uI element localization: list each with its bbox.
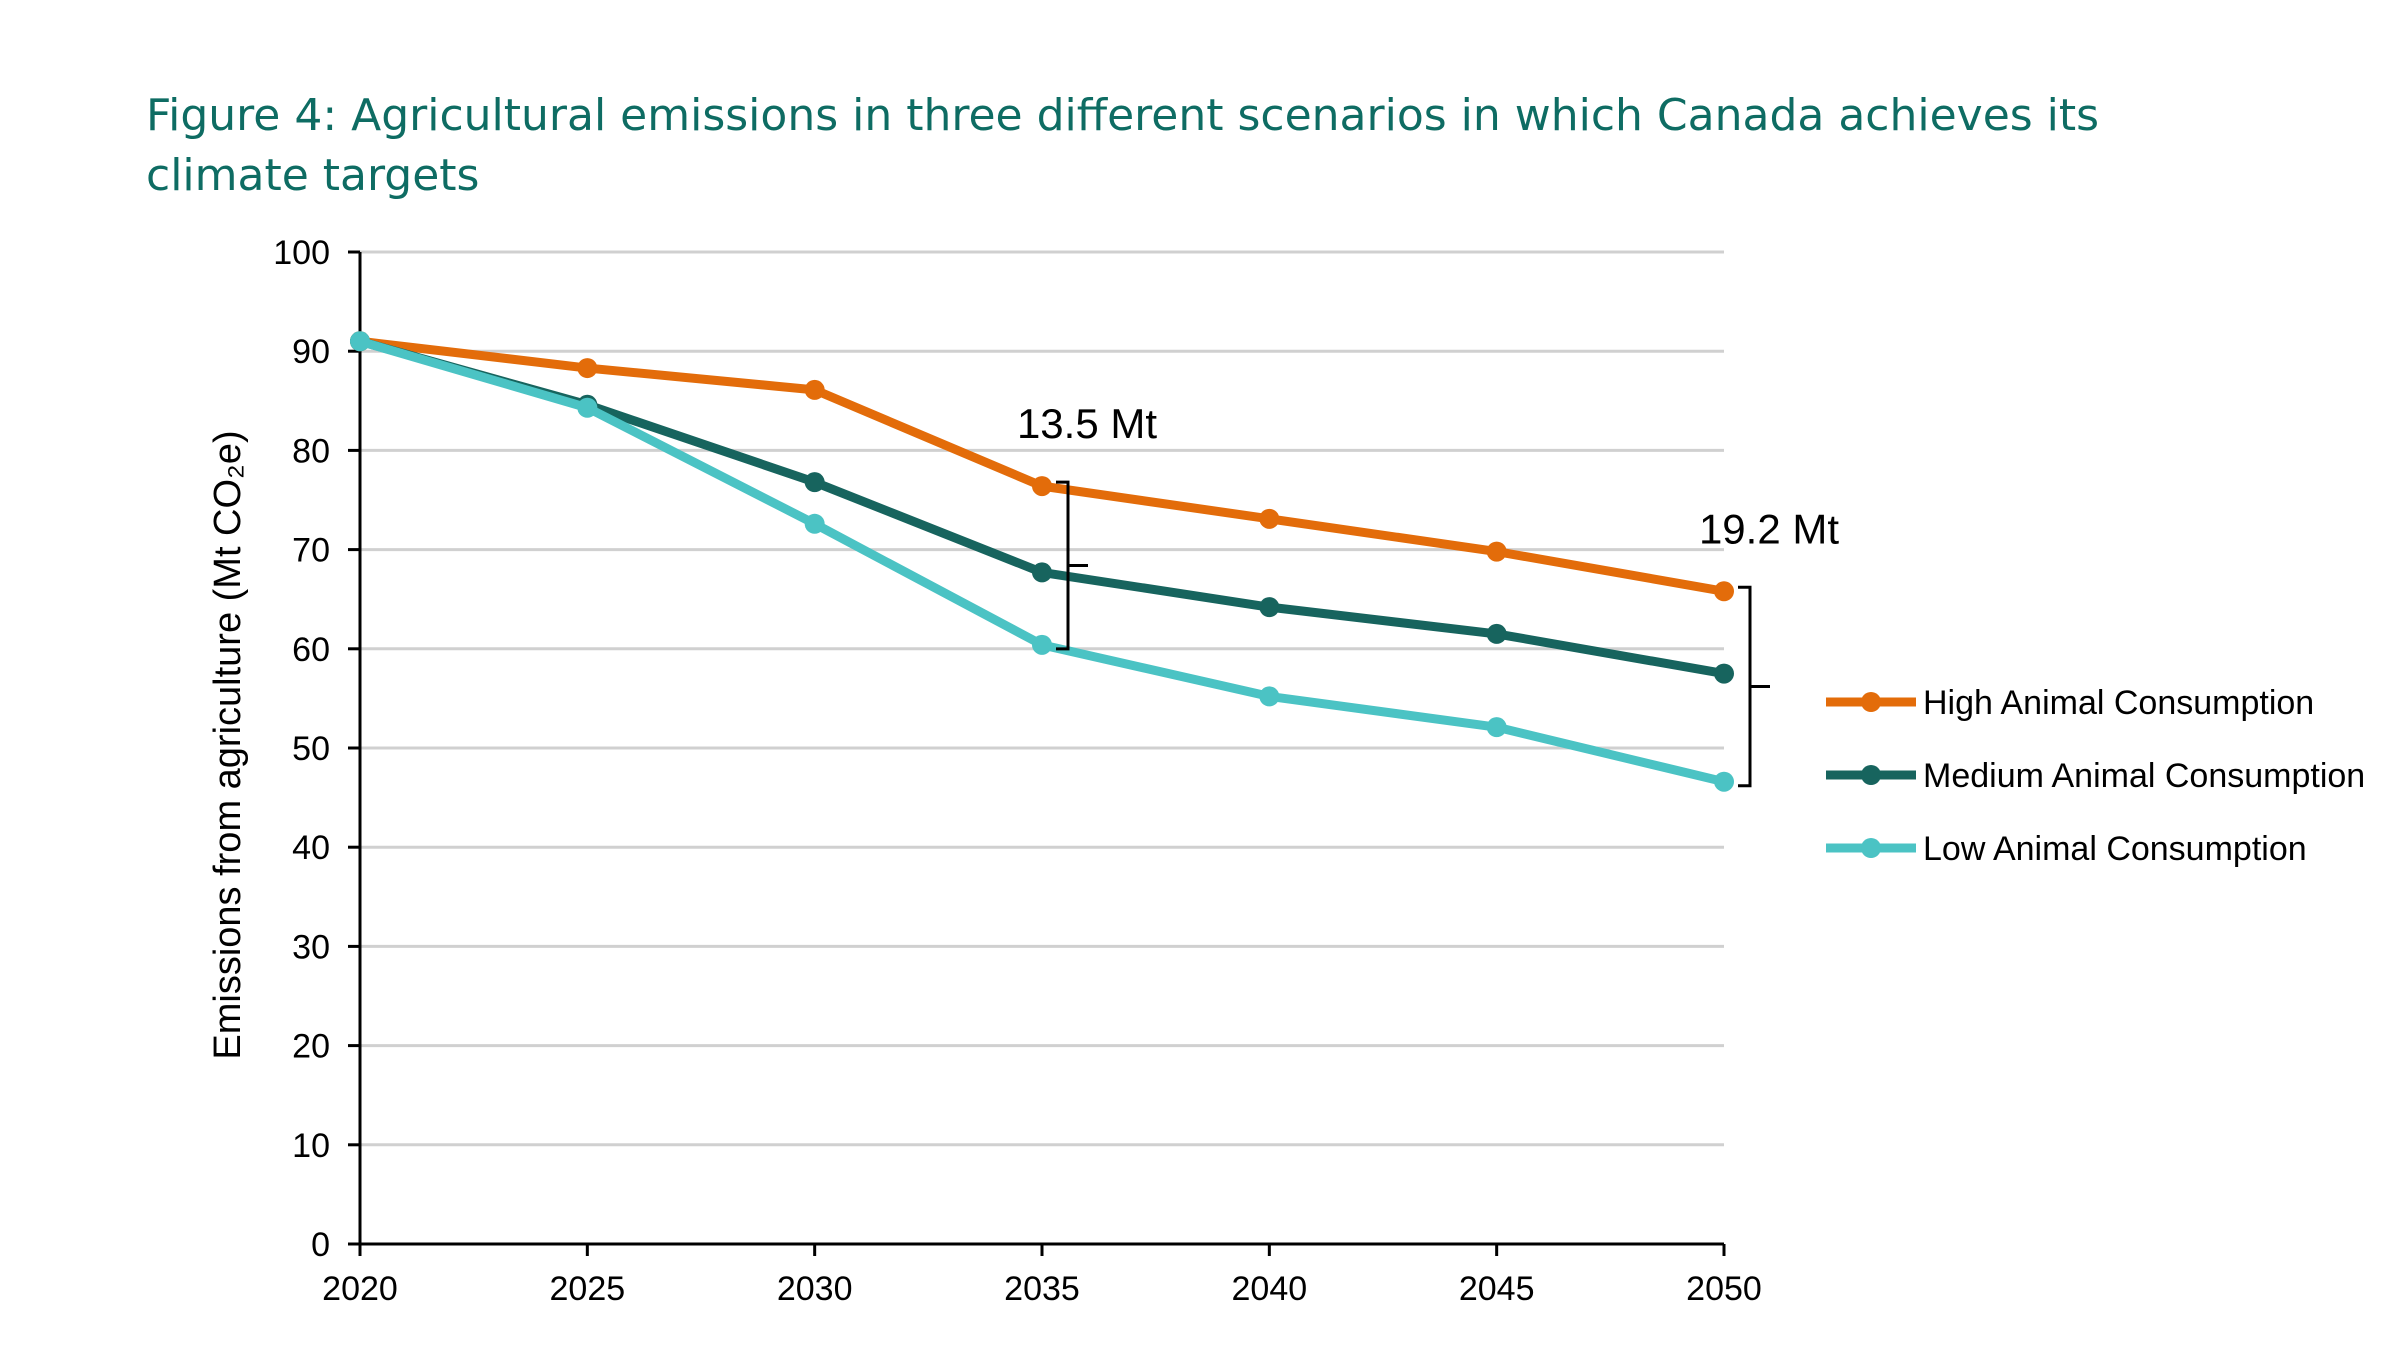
data-point xyxy=(1486,717,1507,738)
data-point xyxy=(1259,508,1280,529)
data-point xyxy=(1032,562,1052,583)
legend: High Animal Consumption Medium Animal Con… xyxy=(1826,684,2365,868)
y-tick-label: 0 xyxy=(311,1226,330,1264)
data-point xyxy=(1259,686,1280,707)
y-tick-label: 80 xyxy=(292,432,330,470)
data-point xyxy=(804,472,825,493)
y-tick-label: 50 xyxy=(292,730,330,768)
y-tick-label: 40 xyxy=(292,829,330,867)
data-point xyxy=(1714,771,1734,792)
x-tick-label: 2050 xyxy=(1686,1270,1762,1308)
data-point xyxy=(804,379,825,400)
data-point xyxy=(1486,623,1507,644)
series-1 xyxy=(350,331,1734,602)
data-point xyxy=(1032,476,1052,497)
difference-bracket xyxy=(1056,480,1088,651)
x-tick-label: 2025 xyxy=(550,1270,626,1308)
series-line xyxy=(359,336,1725,596)
difference-bracket xyxy=(1738,585,1770,788)
annotation-label: 13.5 Mt xyxy=(1017,400,1157,447)
gridlines xyxy=(360,250,1724,1147)
x-tick-label: 2030 xyxy=(777,1270,853,1308)
data-point xyxy=(1714,581,1734,602)
y-tick-label: 30 xyxy=(292,928,330,966)
y-tick-label: 100 xyxy=(273,234,330,272)
legend-label: Medium Animal Consumption xyxy=(1923,757,2365,795)
data-point xyxy=(1259,597,1280,618)
legend-label: High Animal Consumption xyxy=(1923,684,2314,722)
data-point xyxy=(577,358,598,379)
data-point xyxy=(350,331,370,352)
y-tick-label: 10 xyxy=(292,1127,330,1165)
annotation-label: 19.2 Mt xyxy=(1699,505,1839,552)
legend-swatch-marker xyxy=(1861,765,1881,785)
series-line xyxy=(358,336,1725,679)
y-tick-label: 90 xyxy=(292,333,330,371)
data-point xyxy=(577,397,598,418)
legend-item: High Animal Consumption xyxy=(1826,684,2314,722)
data-point xyxy=(1032,634,1052,655)
y-tick-label: 70 xyxy=(292,532,330,570)
legend-label: Low Animal Consumption xyxy=(1923,830,2307,868)
x-tick-label: 2035 xyxy=(1004,1270,1080,1308)
annotations: 13.5 Mt 19.2 Mt xyxy=(1017,400,1839,788)
data-point xyxy=(1714,663,1734,684)
chart-title: Figure 4: Agricultural emissions in thre… xyxy=(146,90,2100,201)
x-tick-label: 2020 xyxy=(322,1270,398,1308)
y-tick-label: 60 xyxy=(292,631,330,669)
data-point xyxy=(1486,541,1507,562)
legend-swatch-marker xyxy=(1861,692,1881,712)
x-axis-ticks: 2020 2025 2030 2035 2040 2045 2050 xyxy=(322,1244,1762,1308)
series-lines xyxy=(350,331,1734,792)
legend-item: Low Animal Consumption xyxy=(1826,830,2307,868)
y-axis-ticks: 0 10 20 30 40 50 60 70 80 90 100 xyxy=(273,234,360,1264)
y-axis-label: Emissions from agriculture (Mt CO₂e) xyxy=(207,430,249,1059)
data-point xyxy=(804,513,825,534)
x-tick-label: 2040 xyxy=(1232,1270,1308,1308)
y-tick-label: 20 xyxy=(292,1028,330,1066)
legend-item: Medium Animal Consumption xyxy=(1826,757,2365,795)
legend-swatch-marker xyxy=(1861,838,1881,858)
series-2 xyxy=(350,331,1734,684)
x-tick-label: 2045 xyxy=(1459,1270,1535,1308)
series-3 xyxy=(350,331,1734,792)
